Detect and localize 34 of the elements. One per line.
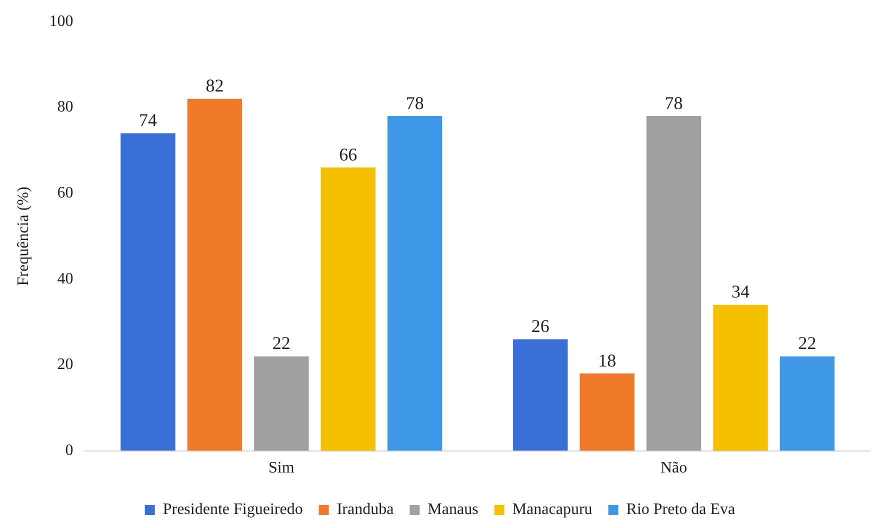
bar — [713, 304, 768, 451]
legend-label: Manacapuru — [512, 501, 592, 518]
legend-label: Iranduba — [336, 501, 394, 518]
data-label: 66 — [339, 144, 358, 164]
bar — [187, 98, 242, 451]
legend-label: Manaus — [428, 501, 478, 518]
bar — [513, 339, 568, 451]
data-label: 34 — [732, 282, 750, 302]
bar — [580, 374, 634, 451]
y-tick-label: 60 — [57, 184, 74, 202]
y-tick-label: 20 — [57, 356, 74, 374]
data-label: 78 — [406, 92, 424, 113]
x-tick-label: Sim — [268, 460, 295, 477]
data-label: 78 — [664, 92, 683, 113]
bar — [780, 356, 835, 451]
y-tick-label: 0 — [65, 442, 74, 460]
y-tick-label: 80 — [57, 98, 74, 116]
data-label: 26 — [531, 316, 550, 336]
data-label: 18 — [598, 350, 616, 370]
data-label: 22 — [272, 333, 290, 354]
bar — [387, 116, 442, 451]
bar — [254, 356, 309, 451]
data-label: 82 — [206, 76, 224, 96]
legend-label: Rio Preto da Eva — [626, 501, 736, 518]
data-label: 22 — [798, 333, 816, 354]
y-tick-label: 100 — [49, 12, 74, 30]
legend-label: Presidente Figueiredo — [162, 501, 303, 518]
bar — [320, 168, 376, 451]
bar — [120, 133, 176, 451]
data-label: 74 — [138, 110, 157, 130]
x-tick-label: Não — [660, 460, 688, 477]
y-tick-label: 40 — [57, 270, 74, 288]
bar — [646, 116, 702, 451]
y-axis-title: Frequência (%) — [14, 186, 32, 286]
